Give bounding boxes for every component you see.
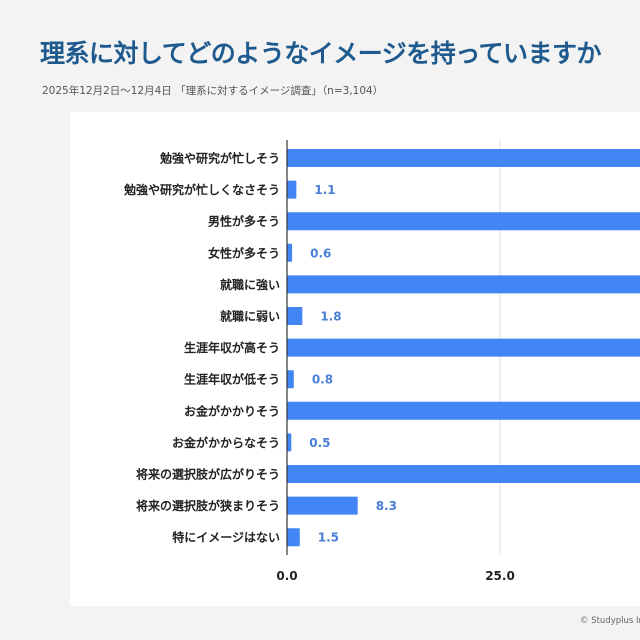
bar — [287, 149, 640, 167]
bar — [287, 212, 640, 231]
category-label: 就職に強い — [220, 277, 280, 292]
x-tick-label: 25.0 — [485, 569, 515, 583]
value-label: 1.8 — [320, 310, 341, 324]
category-label: 生涯年収が高そう — [184, 340, 280, 355]
category-label: 特にイメージはない — [172, 530, 280, 545]
chart-panel: 勉強や研究が忙しそう勉強や研究が忙しくなさそう 1.1 男性が多そう 女性が多そう 0.… — [70, 112, 640, 606]
bar — [287, 528, 300, 547]
bar — [287, 243, 293, 262]
value-label: 8.3 — [376, 499, 397, 513]
category-label: 勉強や研究が忙しそう — [159, 151, 280, 166]
bar — [287, 465, 640, 483]
value-label: 1.1 — [314, 183, 335, 197]
bar — [287, 496, 358, 515]
category-label: 勉強や研究が忙しくなさそう — [123, 182, 280, 197]
bar — [287, 180, 297, 199]
category-label: 将来の選択肢が狭まりそう — [136, 498, 280, 513]
category-label: お金がかからなそう — [172, 435, 280, 450]
value-label: 0.6 — [310, 246, 331, 260]
copyright-footer: © Studyplus Inc. — [580, 616, 640, 626]
chart-title: 理系に対してどのようなイメージを持っていますか — [40, 39, 602, 68]
category-label: 将来の選択肢が広がりそう — [136, 467, 280, 482]
category-label: 女性が多そう — [208, 245, 280, 260]
bar — [287, 338, 640, 357]
bar — [287, 307, 303, 325]
bar — [287, 370, 294, 389]
value-label: 1.5 — [318, 531, 339, 545]
bar — [287, 433, 292, 452]
category-label: 就職に弱い — [220, 309, 280, 324]
category-label: 生涯年収が低そう — [184, 372, 280, 387]
chart-subtitle: 2025年12月2日〜12月4日 「理系に対するイメージ調査」（n=3,104） — [42, 85, 384, 97]
value-label: 0.5 — [309, 436, 330, 450]
x-tick-label: 0.0 — [276, 569, 297, 583]
bar — [287, 275, 640, 294]
category-label: 男性が多そう — [208, 214, 280, 229]
value-label: 0.8 — [312, 373, 333, 387]
bar — [287, 401, 640, 420]
category-label: お金がかかりそう — [184, 403, 280, 418]
